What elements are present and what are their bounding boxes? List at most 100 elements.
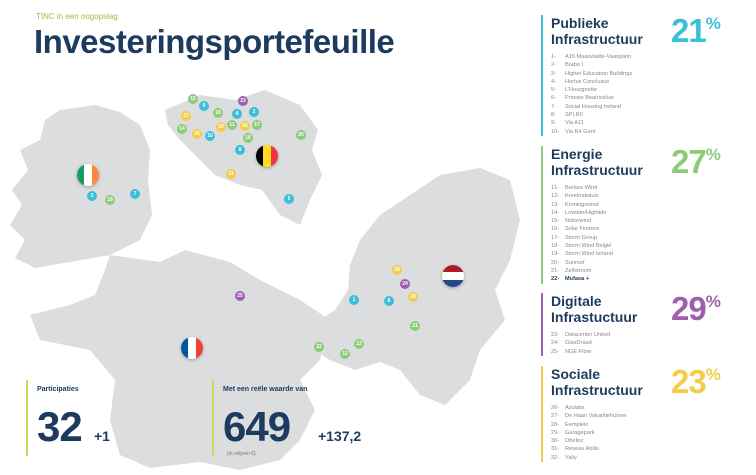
project-name: L'Hourgnette <box>565 87 597 94</box>
project-item: 5- L'Hourgnette <box>551 86 669 94</box>
map-marker[interactable]: 20 <box>296 130 306 140</box>
category-title-line1: Energie <box>551 146 603 162</box>
map-marker[interactable]: 19 <box>105 195 115 205</box>
map-marker[interactable]: 14 <box>177 124 187 134</box>
project-item: 12- Kreekraksluis <box>551 192 669 200</box>
map-marker[interactable]: 7 <box>130 189 140 199</box>
participations-value: 32 <box>37 403 83 450</box>
category-title-line2: Infrastructuur <box>551 31 643 47</box>
map-marker[interactable]: 6 <box>384 296 394 306</box>
project-name: Datacenter United <box>565 332 611 338</box>
project-number: 23- <box>551 332 560 338</box>
category-percentage: 27% <box>671 143 721 180</box>
map-marker[interactable]: 31 <box>226 169 236 179</box>
percentage-value: 29 <box>671 290 707 327</box>
project-item: 24- GlasDraad <box>551 339 669 347</box>
project-item: 18- Storm Wind België <box>551 242 669 250</box>
project-name: Azulatis <box>565 405 585 411</box>
map-marker[interactable]: 24 <box>400 279 410 289</box>
map-marker[interactable]: 11 <box>227 120 237 130</box>
map-marker[interactable]: 3 <box>87 191 97 201</box>
project-item: 2- Brabo I <box>551 61 669 69</box>
map-marker[interactable]: 8 <box>235 145 245 155</box>
percentage-value: 21 <box>671 12 707 49</box>
project-name: Via A11 <box>565 120 584 127</box>
project-name: Lowtide/Hightide <box>565 209 607 216</box>
map-marker[interactable]: 4 <box>232 109 242 119</box>
project-item: 23- Datacenter United <box>551 331 669 339</box>
map-marker[interactable]: 13 <box>354 339 364 349</box>
page-title: Investeringsportefeuille <box>34 23 395 60</box>
project-number: 30- <box>551 438 560 445</box>
project-number: 3- <box>551 70 556 77</box>
project-name: Social Housing Ireland <box>565 103 621 110</box>
project-item: 13- Kroningswind <box>551 201 669 209</box>
project-name: Hortus Conclusus <box>565 78 610 85</box>
map-marker[interactable]: 26 <box>192 129 202 139</box>
project-item: 9- Via A11 <box>551 119 669 127</box>
project-item: 14- Lowtide/Hightide <box>551 209 669 217</box>
map-marker[interactable]: 17 <box>252 120 262 130</box>
project-name: Prinses Beatrixsluis <box>565 95 614 102</box>
map-marker[interactable]: 5 <box>284 194 294 204</box>
project-item: 15- Nobelwind <box>551 217 669 225</box>
map-marker[interactable]: 22 <box>314 342 324 352</box>
project-item: 21- Zelfstroom <box>551 267 669 275</box>
map-marker[interactable]: 30 <box>216 122 226 132</box>
project-name: Storm Group <box>565 234 598 241</box>
map-marker[interactable]: 32 <box>240 121 250 131</box>
project-name: A15 Maasvlakte-Vaanplein <box>565 54 632 60</box>
project-item: 25- NGE Fibre <box>551 348 669 356</box>
map-marker[interactable]: 29 <box>392 265 402 275</box>
fair-value-label: Met een reële waarde van <box>223 386 308 393</box>
category-publieke: Publieke Infrastructuur 21% 1- A15 Maasvlak… <box>541 12 721 136</box>
project-list: 26- Azulatis 27- De Haan Vakantiehuizen 28- E… <box>551 404 669 462</box>
project-item: 17- Storm Group <box>551 234 669 242</box>
project-name: Sunroof <box>565 259 585 266</box>
project-number: 24- <box>551 340 560 347</box>
participations-label: Participaties <box>37 386 79 393</box>
map-marker[interactable]: 2 <box>249 107 259 117</box>
map-marker[interactable]: 16 <box>243 133 253 143</box>
map-marker[interactable]: 12 <box>340 349 350 359</box>
ireland-flag-icon <box>77 164 99 186</box>
project-number: 16- <box>551 226 560 233</box>
participations-delta: +1 <box>94 428 110 444</box>
project-item: 26- Azulatis <box>551 404 669 412</box>
map-marker[interactable]: 10 <box>205 131 215 141</box>
category-title: Energie Infrastructuur <box>551 146 669 178</box>
map-marker[interactable]: 9 <box>199 101 209 111</box>
project-item: 4- Hortus Conclusus <box>551 78 669 86</box>
project-number: 8- <box>551 112 556 119</box>
project-number: 9- <box>551 120 556 127</box>
project-name: Storm Wind Ierland <box>565 251 613 258</box>
fair-value-value: 649 <box>223 403 291 450</box>
map-marker[interactable]: 21 <box>410 321 420 331</box>
project-number: 18- <box>551 243 560 250</box>
project-number: 15- <box>551 218 560 225</box>
category-title-line2: Infrastructuur <box>551 382 643 398</box>
map-marker[interactable]: 27 <box>181 111 191 121</box>
map-marker[interactable]: 18 <box>213 108 223 118</box>
project-item: 22- Mufasa + <box>551 275 669 283</box>
project-number: 4- <box>551 78 556 85</box>
page-subtitle: TINC in een oogopslag <box>36 12 118 21</box>
map-marker[interactable]: 1 <box>349 295 359 305</box>
category-digitale: Digitale Infrastuctuur 29% 23- Datacenter U… <box>541 290 721 356</box>
project-number: 7- <box>551 103 556 110</box>
category-title-line1: Publieke <box>551 15 609 31</box>
project-number: 6- <box>551 95 556 102</box>
map-marker[interactable]: 15 <box>188 94 198 104</box>
map-marker[interactable]: 25 <box>235 291 245 301</box>
project-name: Garagepark <box>565 429 595 436</box>
project-name: Obelisc <box>565 438 584 445</box>
participations-stat: Participaties 32 +1 <box>26 380 187 456</box>
project-item: 28- Eemplein <box>551 421 669 429</box>
project-number: 19- <box>551 251 560 258</box>
belgium-flag-icon <box>256 145 278 167</box>
project-name: Zelfstroom <box>565 267 592 274</box>
map-marker[interactable]: 23 <box>238 96 248 106</box>
ireland-map <box>10 105 152 268</box>
map-marker[interactable]: 28 <box>408 292 418 302</box>
project-name: GlasDraad <box>565 340 592 347</box>
